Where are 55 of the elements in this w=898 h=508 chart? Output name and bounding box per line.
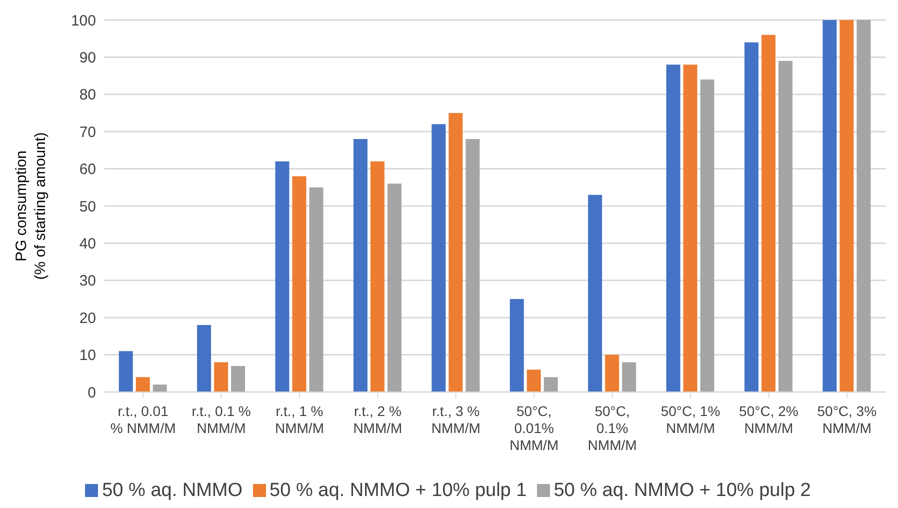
bar: [666, 64, 680, 392]
bar: [622, 362, 636, 392]
bar: [822, 20, 837, 392]
bar: [370, 161, 384, 392]
bar: [275, 161, 290, 392]
bar: [432, 124, 446, 392]
y-tick-label: 30: [79, 272, 96, 290]
bar: [605, 354, 620, 392]
bar: [387, 184, 402, 392]
y-tick-label: 50: [79, 198, 96, 216]
bar: [292, 176, 306, 392]
x-tick-label: 50°C, 1% NMM/M: [660, 403, 720, 436]
bar: [744, 42, 758, 392]
y-tick-label: 10: [79, 347, 96, 364]
bar: [588, 194, 602, 392]
x-tick-label: r.t., 0.1 % NMM/M: [192, 403, 251, 436]
bar: [231, 366, 246, 392]
y-tick-label: 80: [79, 86, 96, 104]
y-tick-label: 100: [70, 12, 96, 30]
bar: [214, 362, 228, 392]
bar: [700, 80, 714, 392]
x-tick-label: 50°C, 3% NMM/M: [817, 403, 877, 436]
bar: [353, 139, 368, 392]
legend-label: 50 % aq. NMMO: [102, 480, 243, 501]
bar: [761, 34, 776, 392]
bar: [448, 113, 463, 392]
x-tick-label: 50°C, 0.01% NMM/M: [510, 403, 559, 453]
bar: [152, 384, 167, 392]
x-tick-label: 50°C, 2% NMM/M: [739, 403, 798, 436]
legend-label: 50 % aq. NMMO + 10% pulp 2: [554, 480, 811, 501]
x-tick-label: r.t., 2 % NMM/M: [353, 403, 402, 436]
y-tick-label: 20: [79, 310, 96, 327]
y-tick-label: 0: [88, 384, 96, 402]
legend-label: 50 % aq. NMMO + 10% pulp 1: [270, 480, 527, 501]
bar: [510, 299, 524, 392]
bar: [856, 20, 871, 392]
y-tick-label: 70: [79, 124, 96, 141]
bar: [136, 377, 150, 392]
x-tick-label: r.t., 0.01 % NMM/M: [110, 403, 176, 436]
bar: [197, 325, 212, 392]
bar: [544, 377, 558, 392]
bar: [840, 20, 854, 392]
x-tick-label: 50°C, 0.1% NMM/M: [588, 403, 637, 453]
bar: [118, 351, 133, 392]
x-tick-label: r.t., 3 % NMM/M: [431, 403, 480, 436]
y-tick-label: 40: [79, 236, 96, 253]
y-tick-label: 90: [79, 50, 96, 67]
y-axis-title: PG consumption (% of starting amount): [13, 132, 49, 280]
y-tick-label: 60: [79, 161, 96, 178]
bar: [683, 64, 698, 392]
bar: [309, 187, 324, 392]
x-tick-label: r.t., 1 % NMM/M: [275, 403, 324, 436]
bar: [526, 370, 541, 392]
bar: [778, 60, 792, 392]
bar: [466, 139, 480, 392]
